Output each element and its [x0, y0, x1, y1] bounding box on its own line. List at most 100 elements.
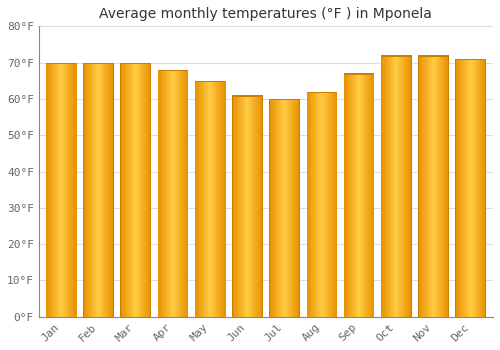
- Bar: [217, 81, 218, 317]
- Bar: [163, 70, 164, 317]
- Bar: [440, 55, 441, 317]
- Bar: [406, 55, 407, 317]
- Bar: [214, 81, 215, 317]
- Bar: [388, 55, 389, 317]
- Bar: [356, 74, 358, 317]
- Bar: [143, 63, 144, 317]
- Bar: [232, 95, 233, 317]
- Bar: [104, 63, 106, 317]
- Bar: [200, 81, 201, 317]
- Bar: [216, 81, 217, 317]
- Bar: [69, 63, 70, 317]
- Bar: [238, 95, 239, 317]
- Bar: [221, 81, 222, 317]
- Bar: [292, 99, 294, 317]
- Bar: [100, 63, 101, 317]
- Bar: [146, 63, 147, 317]
- Bar: [307, 92, 308, 317]
- Bar: [160, 70, 161, 317]
- Bar: [309, 92, 310, 317]
- Bar: [105, 63, 106, 317]
- Bar: [168, 70, 169, 317]
- Bar: [467, 59, 468, 317]
- Bar: [92, 63, 93, 317]
- Bar: [107, 63, 108, 317]
- Bar: [130, 63, 131, 317]
- Bar: [273, 99, 274, 317]
- Bar: [90, 63, 91, 317]
- Bar: [402, 55, 403, 317]
- Bar: [461, 59, 462, 317]
- Bar: [166, 70, 167, 317]
- Bar: [224, 81, 225, 317]
- Bar: [56, 63, 57, 317]
- Bar: [85, 63, 86, 317]
- Bar: [240, 95, 242, 317]
- Bar: [282, 99, 283, 317]
- Bar: [344, 74, 374, 75]
- Bar: [89, 63, 90, 317]
- Bar: [314, 92, 316, 317]
- Bar: [466, 59, 467, 317]
- Bar: [382, 55, 383, 317]
- Bar: [185, 70, 186, 317]
- Bar: [433, 55, 434, 317]
- Bar: [248, 95, 250, 317]
- Bar: [472, 59, 474, 317]
- Bar: [176, 70, 178, 317]
- Bar: [74, 63, 75, 317]
- Bar: [389, 55, 390, 317]
- Bar: [478, 59, 479, 317]
- Bar: [345, 74, 346, 317]
- Bar: [369, 74, 370, 317]
- Bar: [430, 55, 431, 317]
- Bar: [367, 74, 368, 317]
- Bar: [324, 92, 325, 317]
- Bar: [276, 99, 277, 317]
- Bar: [64, 63, 65, 317]
- Bar: [204, 81, 205, 317]
- Bar: [218, 81, 219, 317]
- Bar: [387, 55, 388, 317]
- Bar: [428, 55, 429, 317]
- Bar: [425, 55, 426, 317]
- Bar: [94, 63, 96, 317]
- Bar: [352, 74, 353, 317]
- Bar: [422, 55, 424, 317]
- Bar: [254, 95, 256, 317]
- Bar: [201, 81, 202, 317]
- Bar: [254, 95, 255, 317]
- Bar: [436, 55, 438, 317]
- Bar: [333, 92, 334, 317]
- Bar: [106, 63, 107, 317]
- Bar: [128, 63, 129, 317]
- Bar: [165, 70, 166, 317]
- Bar: [403, 55, 404, 317]
- Bar: [478, 59, 480, 317]
- Bar: [431, 55, 432, 317]
- Bar: [480, 59, 482, 317]
- Bar: [172, 70, 173, 317]
- Bar: [306, 92, 337, 93]
- Bar: [57, 63, 58, 317]
- Bar: [401, 55, 402, 317]
- Bar: [427, 55, 428, 317]
- Bar: [470, 59, 471, 317]
- Bar: [256, 95, 258, 317]
- Bar: [260, 95, 261, 317]
- Bar: [241, 95, 242, 317]
- Bar: [99, 63, 100, 317]
- Bar: [318, 92, 319, 317]
- Bar: [469, 59, 470, 317]
- Bar: [362, 74, 363, 317]
- Bar: [219, 81, 220, 317]
- Bar: [235, 95, 236, 317]
- Bar: [328, 92, 330, 317]
- Bar: [204, 81, 206, 317]
- Bar: [110, 63, 111, 317]
- Bar: [86, 63, 87, 317]
- Bar: [259, 95, 260, 317]
- Bar: [353, 74, 354, 317]
- Bar: [279, 99, 280, 317]
- Bar: [384, 55, 385, 317]
